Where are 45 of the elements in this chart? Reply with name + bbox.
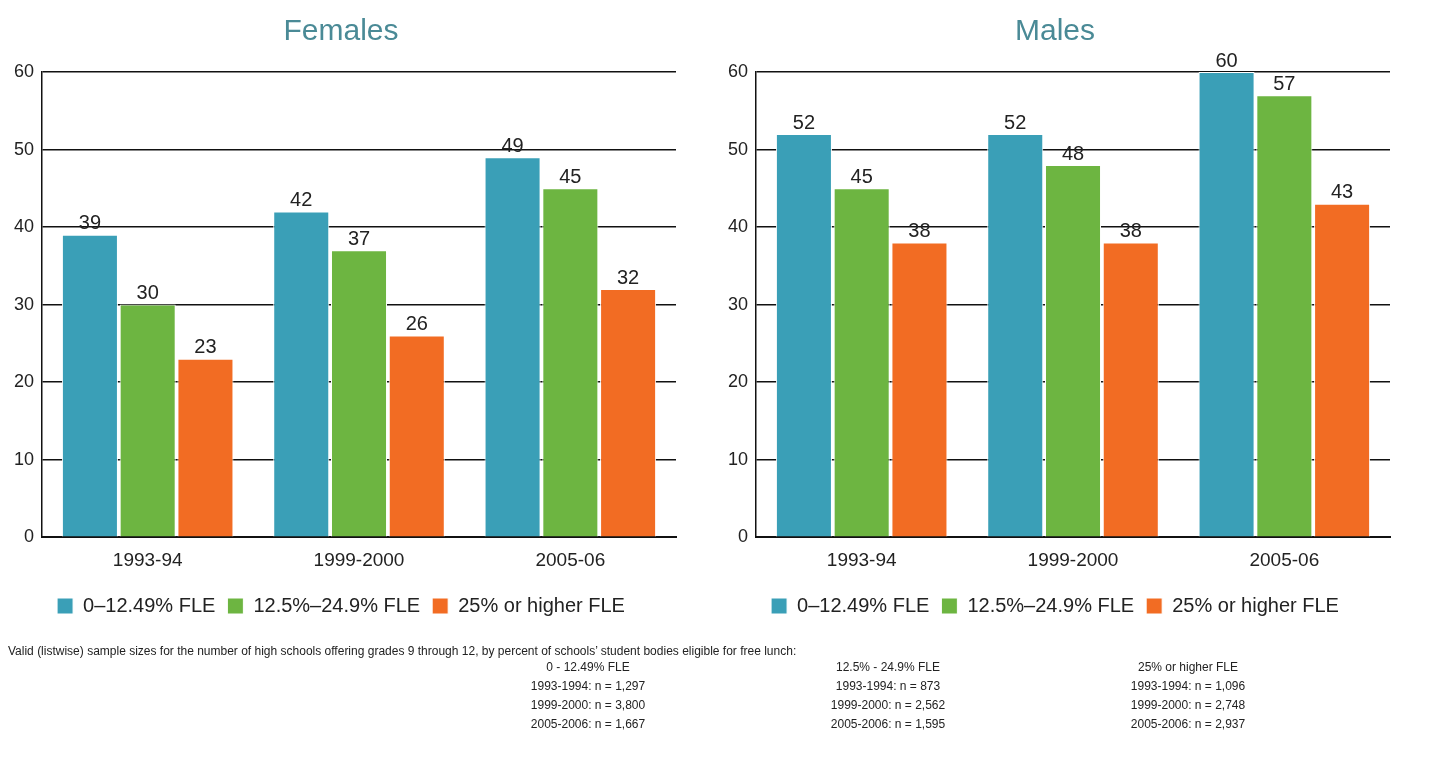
y-tick-label: 10 <box>13 448 35 469</box>
data-label: 43 <box>1330 180 1354 203</box>
data-label: 26 <box>405 312 428 335</box>
x-tick-label: 1999-2000 <box>1027 548 1119 570</box>
data-label: 45 <box>850 164 873 187</box>
data-label: 57 <box>1273 71 1296 94</box>
legend-label: 0–12.49% FLE <box>797 593 930 616</box>
data-label: 52 <box>792 110 816 133</box>
legend-label: 12.5%–24.9% FLE <box>253 593 421 616</box>
y-tick-label: 60 <box>13 60 35 81</box>
x-tick-label: 2005-06 <box>535 548 606 570</box>
chart-title: Females <box>283 13 399 47</box>
legend-label: 12.5%–24.9% FLE <box>967 593 1135 616</box>
legend-label: 25% or higher FLE <box>1172 593 1339 616</box>
y-tick-label: 50 <box>13 138 35 159</box>
text: 0 - 12.49% FLE 1993-1994: n = 1,297 1999-2000: n = 3,800 2005-2006: n = 1,667 <box>529 659 647 733</box>
text: Valid (listwise) sample sizes for the number of high schools offering grades 9 through 12, by percent of schools’ student bodies eligible for free lunch: <box>8 644 798 658</box>
chart-title: Males <box>1014 13 1096 47</box>
y-tick-label: 20 <box>727 371 749 392</box>
y-tick-label: 60 <box>727 60 749 81</box>
data-label: 37 <box>347 226 371 249</box>
data-label: 52 <box>1004 110 1027 133</box>
data-label: 30 <box>136 281 159 304</box>
text: 25% or higher FLE 1993-1994: n = 1,096 1999-2000: n = 2,748 2005-2006: n = 2,937 <box>1129 659 1247 733</box>
legend-label: 0–12.49% FLE <box>83 593 216 616</box>
data-label: 42 <box>290 188 313 211</box>
data-label: 60 <box>1215 48 1238 71</box>
y-tick-label: 40 <box>727 216 749 237</box>
y-tick-label: 0 <box>738 526 749 547</box>
text: 12.5% - 24.9% FLE 1993-1994: n = 873 1999-2000: n = 2,562 2005-2006: n = 1,595 <box>829 659 947 733</box>
x-tick-label: 1993-94 <box>826 548 897 570</box>
y-tick-label: 10 <box>727 448 749 469</box>
x-tick-label: 1999-2000 <box>313 548 405 570</box>
data-label: 23 <box>194 335 217 358</box>
legend-label: 25% or higher FLE <box>458 593 625 616</box>
y-tick-label: 30 <box>13 293 35 314</box>
y-tick-label: 30 <box>727 293 749 314</box>
x-tick-label: 2005-06 <box>1249 548 1320 570</box>
data-label: 32 <box>616 265 640 288</box>
y-tick-label: 0 <box>24 526 35 547</box>
data-label: 45 <box>559 164 582 187</box>
y-tick-label: 40 <box>13 216 35 237</box>
y-tick-label: 50 <box>727 138 749 159</box>
y-tick-label: 20 <box>13 371 35 392</box>
x-tick-label: 1993-94 <box>112 548 183 570</box>
